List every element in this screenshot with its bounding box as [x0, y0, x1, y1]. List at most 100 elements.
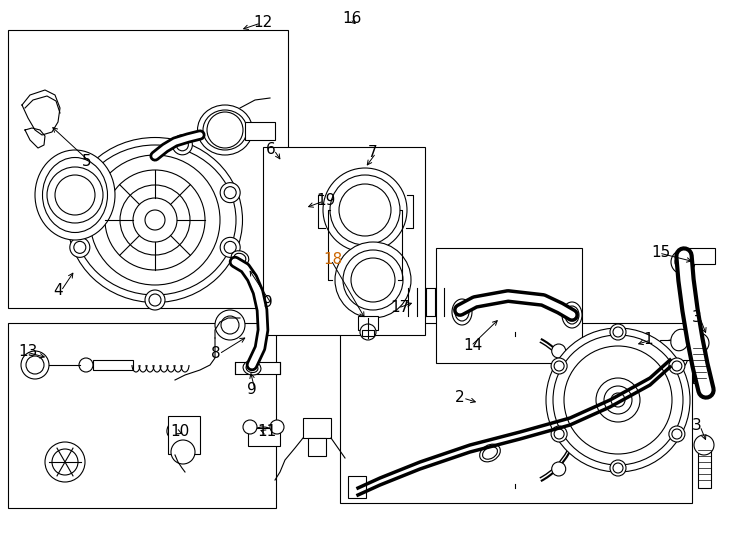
- Bar: [400, 288, 455, 316]
- Circle shape: [572, 354, 664, 446]
- Ellipse shape: [562, 302, 582, 328]
- Circle shape: [70, 238, 90, 258]
- Circle shape: [580, 362, 656, 438]
- Bar: [340, 323, 692, 503]
- Circle shape: [613, 463, 623, 473]
- Circle shape: [224, 241, 236, 253]
- Circle shape: [45, 442, 85, 482]
- Bar: [698, 440, 711, 488]
- Circle shape: [343, 250, 403, 310]
- Text: 11: 11: [257, 424, 276, 439]
- Circle shape: [576, 403, 590, 417]
- Circle shape: [588, 370, 648, 430]
- Bar: [660, 340, 690, 360]
- Ellipse shape: [231, 251, 249, 265]
- Text: 3: 3: [692, 310, 702, 325]
- Circle shape: [145, 290, 165, 310]
- Text: 2: 2: [455, 390, 465, 405]
- Circle shape: [149, 294, 161, 306]
- Text: 19: 19: [316, 193, 335, 208]
- Circle shape: [224, 187, 236, 199]
- Ellipse shape: [250, 427, 276, 445]
- Text: 9: 9: [263, 295, 273, 310]
- Text: 15: 15: [651, 245, 670, 260]
- Ellipse shape: [482, 447, 498, 459]
- Text: 13: 13: [18, 344, 37, 359]
- Bar: [348, 476, 366, 498]
- Circle shape: [613, 327, 623, 337]
- Ellipse shape: [452, 299, 472, 325]
- Circle shape: [553, 335, 683, 465]
- Text: 14: 14: [463, 338, 482, 353]
- Ellipse shape: [446, 288, 464, 316]
- Bar: [245, 122, 275, 140]
- Circle shape: [596, 378, 640, 422]
- Circle shape: [611, 393, 625, 407]
- Text: 7: 7: [368, 145, 377, 160]
- Ellipse shape: [68, 138, 242, 302]
- Circle shape: [339, 184, 391, 236]
- Text: 18: 18: [323, 252, 342, 267]
- Text: 9: 9: [247, 382, 257, 397]
- Circle shape: [172, 135, 192, 155]
- Ellipse shape: [74, 145, 236, 295]
- Circle shape: [220, 238, 240, 258]
- Ellipse shape: [479, 444, 501, 462]
- Circle shape: [215, 310, 245, 340]
- Circle shape: [551, 426, 567, 442]
- Circle shape: [656, 340, 688, 372]
- Ellipse shape: [197, 105, 252, 155]
- Text: 10: 10: [170, 424, 189, 439]
- Circle shape: [669, 426, 685, 442]
- Circle shape: [672, 361, 682, 371]
- Ellipse shape: [455, 303, 469, 321]
- Circle shape: [171, 440, 195, 464]
- Circle shape: [671, 250, 695, 274]
- Circle shape: [330, 175, 400, 245]
- Circle shape: [47, 167, 103, 223]
- Circle shape: [120, 185, 190, 255]
- Circle shape: [552, 462, 566, 476]
- Circle shape: [88, 163, 100, 174]
- Circle shape: [207, 112, 243, 148]
- Circle shape: [270, 420, 284, 434]
- Bar: [93, 360, 133, 370]
- Bar: [263, 147, 425, 335]
- Circle shape: [689, 333, 709, 353]
- Circle shape: [221, 316, 239, 334]
- Circle shape: [52, 449, 78, 475]
- Ellipse shape: [575, 408, 595, 426]
- Bar: [685, 248, 715, 264]
- Text: 17: 17: [390, 300, 410, 315]
- Circle shape: [360, 324, 376, 340]
- Text: 16: 16: [342, 11, 361, 26]
- Ellipse shape: [246, 363, 258, 373]
- Ellipse shape: [167, 417, 193, 439]
- Bar: [235, 362, 280, 374]
- Circle shape: [669, 358, 685, 374]
- Circle shape: [351, 258, 395, 302]
- Circle shape: [610, 460, 626, 476]
- Circle shape: [105, 170, 205, 270]
- Circle shape: [323, 168, 407, 252]
- Circle shape: [694, 435, 714, 455]
- Ellipse shape: [254, 430, 272, 442]
- Ellipse shape: [671, 329, 689, 351]
- Bar: [8, 30, 288, 308]
- Circle shape: [551, 358, 567, 374]
- Circle shape: [554, 361, 564, 371]
- Text: 6: 6: [266, 142, 276, 157]
- Circle shape: [26, 356, 44, 374]
- Ellipse shape: [565, 306, 579, 324]
- Ellipse shape: [393, 288, 411, 316]
- Circle shape: [55, 175, 95, 215]
- Ellipse shape: [443, 283, 468, 321]
- Circle shape: [675, 254, 691, 270]
- Bar: [693, 338, 706, 383]
- Ellipse shape: [35, 150, 115, 240]
- Ellipse shape: [243, 361, 261, 375]
- Ellipse shape: [43, 158, 107, 233]
- Text: 3: 3: [692, 418, 702, 433]
- Bar: [358, 316, 378, 330]
- Bar: [168, 416, 200, 454]
